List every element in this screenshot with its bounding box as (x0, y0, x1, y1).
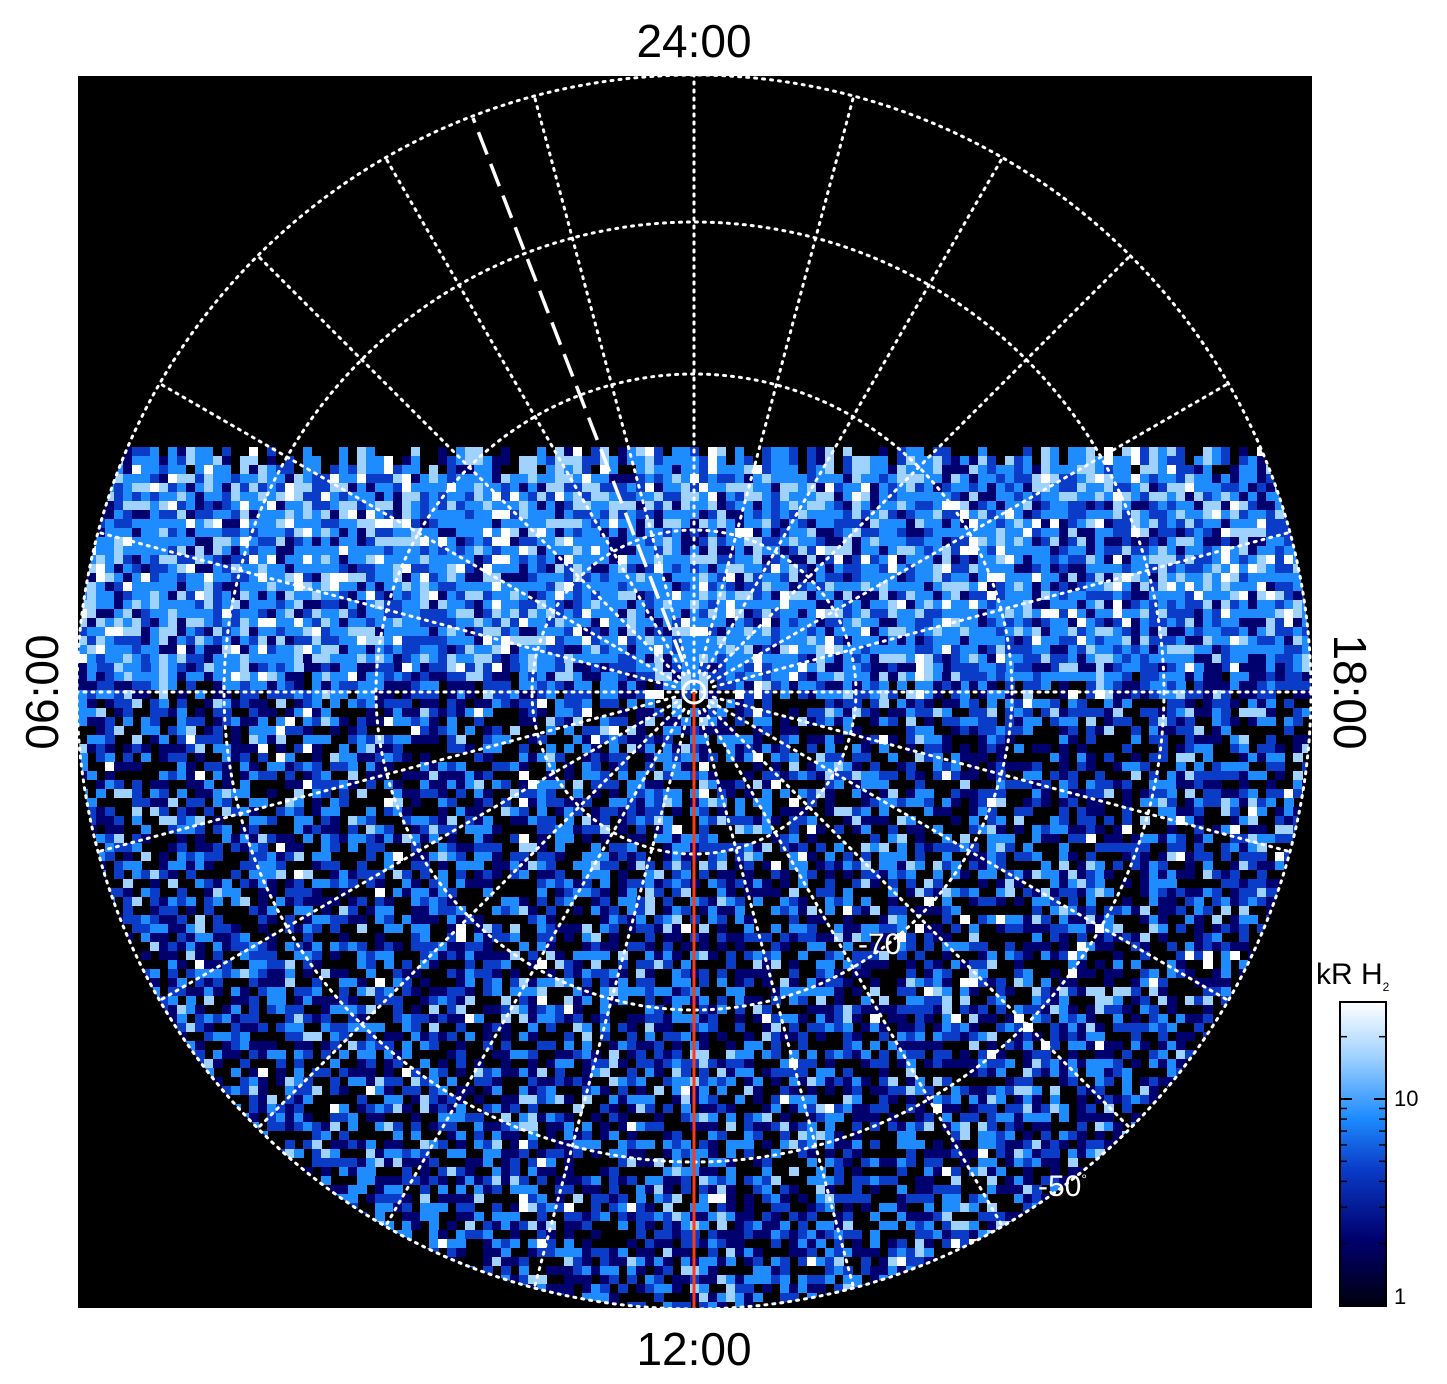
local-time-label-left: 06:00 (16, 634, 68, 750)
dashed-reference-line (471, 117, 685, 663)
polar-grid (78, 76, 1312, 1308)
local-time-label-bottom: 12:00 (636, 1323, 752, 1375)
colorbar-tick-10: 10 (1394, 1086, 1419, 1111)
pole-marker (681, 679, 707, 705)
latitude-label-70: -70° (858, 928, 907, 961)
colorbar-tick-1: 1 (1394, 1284, 1407, 1309)
colorbar-gradient (1339, 1001, 1387, 1307)
colorbar (1339, 1001, 1387, 1307)
local-time-label-right: 18:00 (1324, 634, 1376, 750)
latitude-label-50: -50° (1038, 1170, 1087, 1203)
local-time-label-top: 24:00 (636, 15, 752, 67)
colorbar-title: kR H2 (1316, 958, 1390, 994)
auroral-emission-layer (78, 447, 1311, 1308)
